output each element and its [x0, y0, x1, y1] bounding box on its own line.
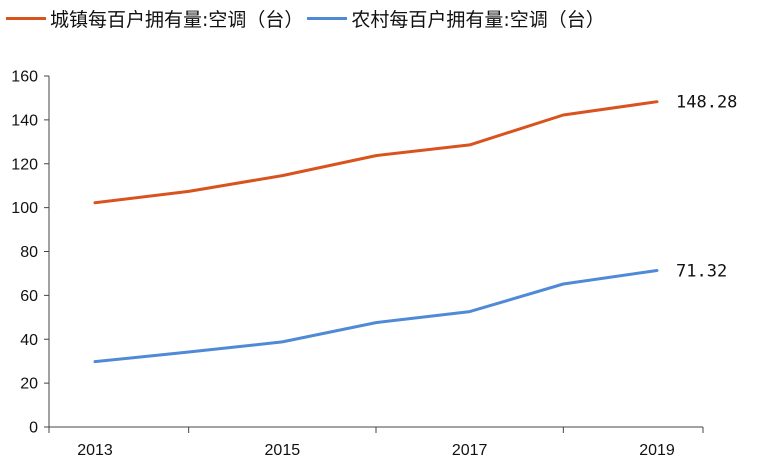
legend-swatch-urban	[6, 16, 46, 20]
y-tick-label: 80	[20, 244, 38, 261]
y-tick-label: 160	[11, 69, 38, 86]
y-tick-label: 140	[11, 112, 38, 129]
y-tick-label: 120	[11, 156, 38, 173]
chart-axes: 0 20 40 60 80 100 120 140 160 2013 2015 2017 2019	[11, 69, 704, 459]
legend-swatch-rural	[307, 16, 348, 20]
chart-legend: 城镇每百户拥有量:空调（台） 农村每百户拥有量:空调（台）	[0, 4, 758, 32]
y-tick-label: 100	[11, 200, 38, 217]
end-label-urban: 148.28	[676, 93, 737, 113]
chart-end-labels: 148.28 71.32	[676, 93, 737, 282]
y-tick-label: 20	[20, 376, 38, 393]
x-tick-label: 2017	[452, 442, 488, 459]
chart-series	[93, 100, 659, 364]
legend-item-urban: 城镇每百户拥有量:空调（台）	[6, 5, 303, 32]
legend-item-rural: 农村每百户拥有量:空调（台）	[307, 5, 605, 32]
series-line-urban	[93, 100, 659, 205]
legend-label-rural: 农村每百户拥有量:空调（台）	[351, 8, 605, 31]
y-tick-label: 60	[20, 288, 38, 305]
series-line-rural	[93, 269, 659, 364]
x-tick-label: 2013	[77, 442, 113, 459]
x-tick-label: 2019	[639, 442, 675, 459]
legend-label-urban: 城镇每百户拥有量:空调（台）	[50, 8, 304, 31]
y-tick-label: 40	[20, 332, 38, 349]
x-tick-label: 2015	[265, 442, 301, 459]
end-label-rural: 71.32	[676, 262, 727, 282]
y-tick-label: 0	[29, 420, 38, 437]
